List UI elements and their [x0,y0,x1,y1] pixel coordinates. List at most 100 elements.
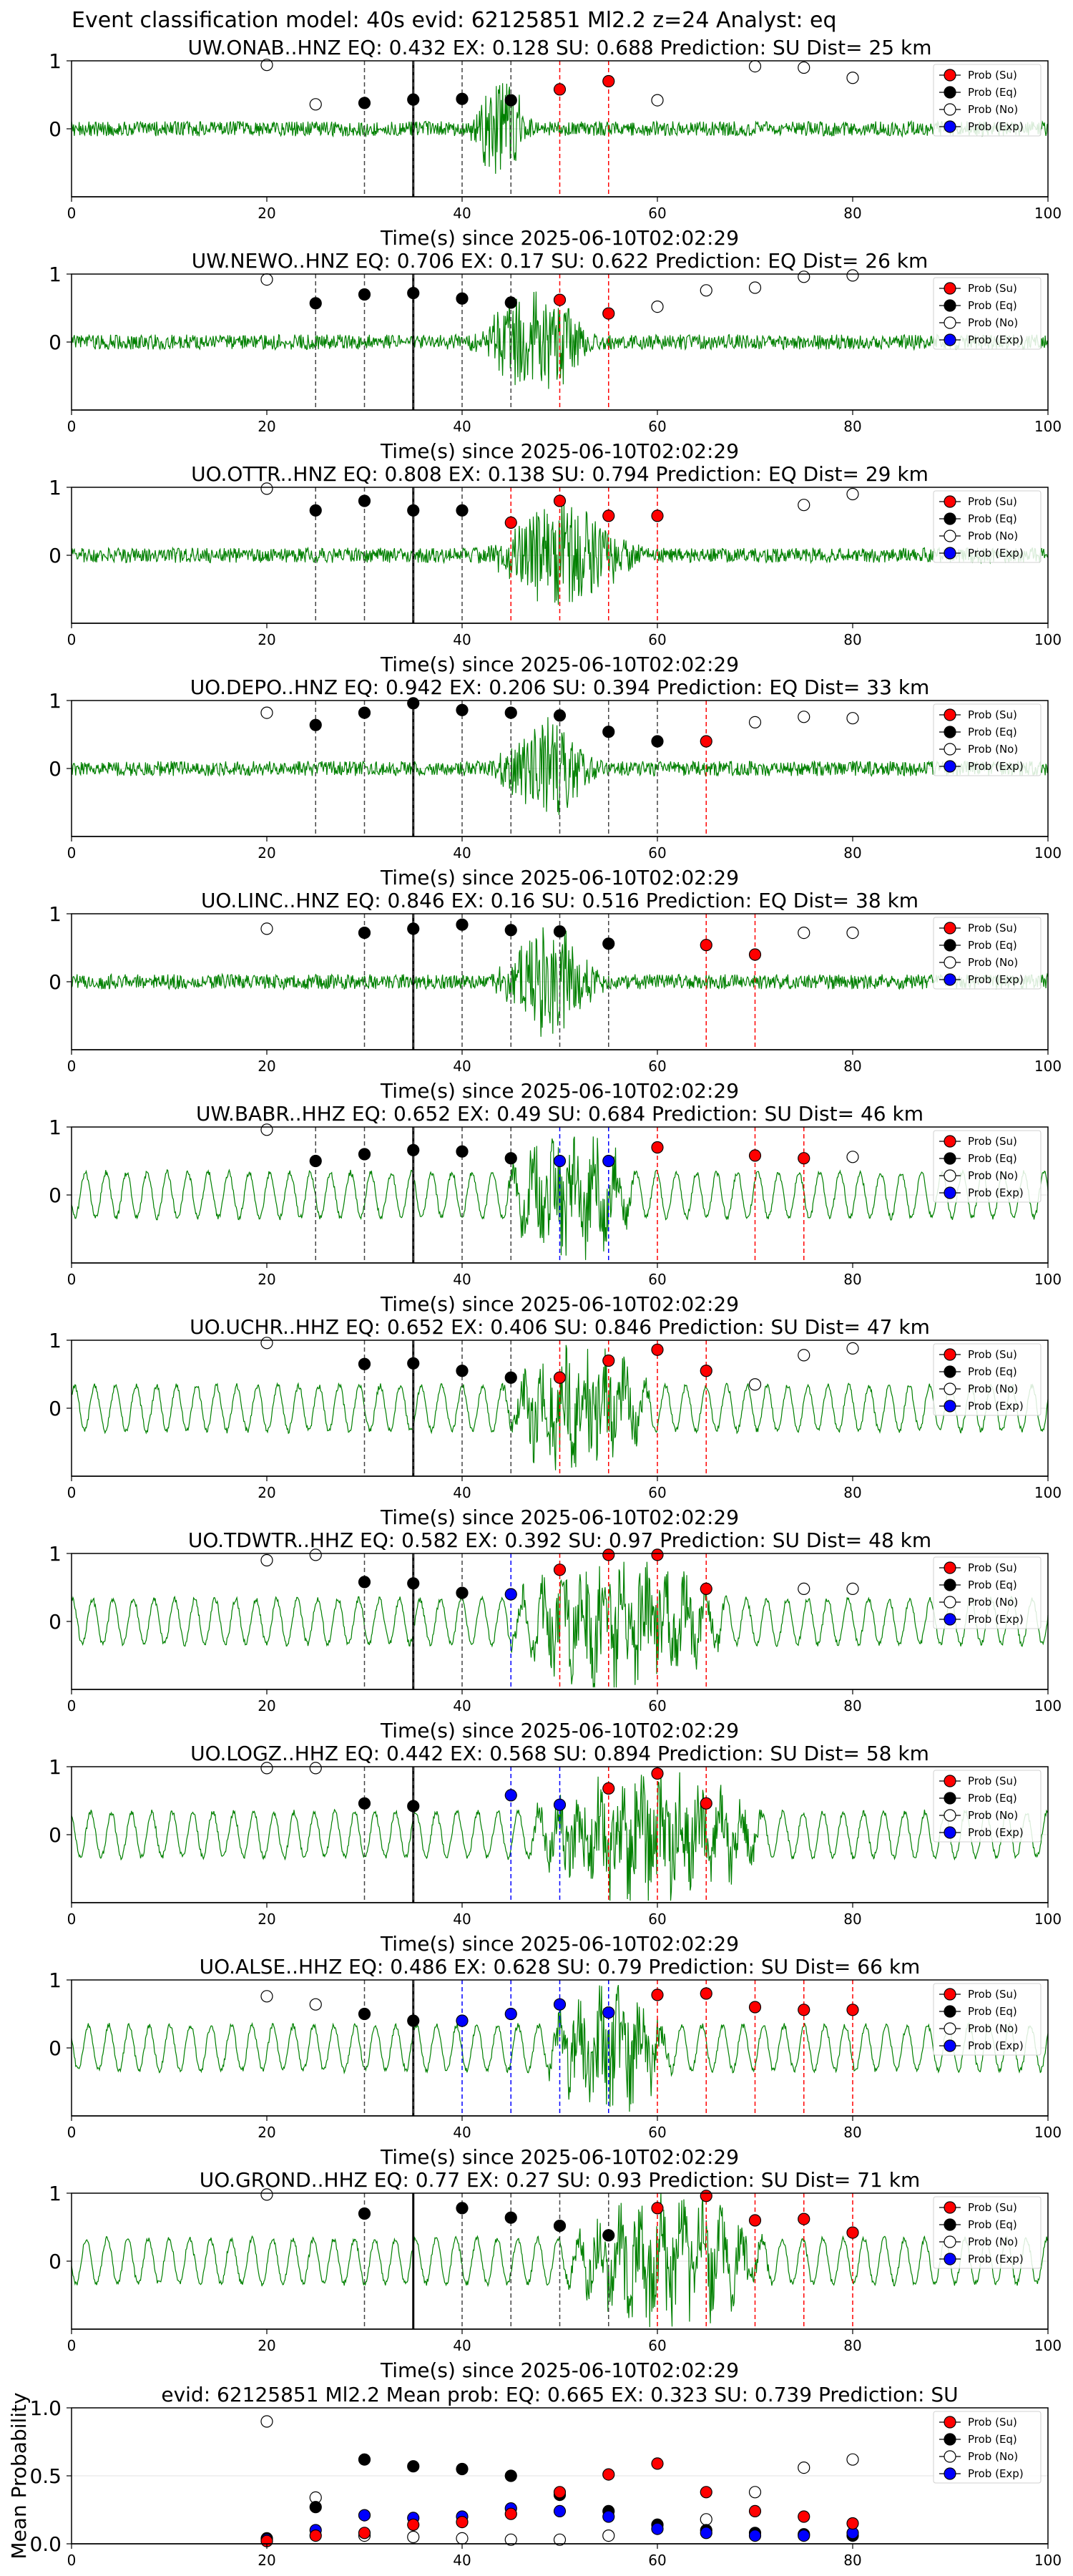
prob-marker-no [309,98,322,111]
prob-marker-su [553,1371,567,1384]
x-tick-label: 100 [1034,2337,1062,2354]
x-tick-label: 40 [453,1271,471,1288]
prob-marker-eq [456,2202,469,2215]
legend-label: Prob (Su) [968,1348,1017,1361]
prob-marker-eq [553,925,567,938]
x-tick-label: 40 [453,2552,471,2569]
legend-label: Prob (Exp) [968,2253,1024,2265]
x-tick-label: 40 [453,418,471,435]
legend-label: Prob (Exp) [968,1826,1024,1839]
x-tick-label: 20 [258,2337,275,2354]
prob-marker-su [700,1582,712,1595]
prob-marker-su [700,1987,712,2000]
mean-marker-no [553,2533,567,2546]
mean-marker-eq [456,2462,469,2476]
prob-marker-exp [553,1998,567,2011]
legend-label: Prob (No) [968,1809,1018,1822]
mean-marker-su [456,2516,469,2529]
mean-marker-su [309,2529,322,2542]
prob-marker-exp [504,1588,517,1601]
prob-marker-eq [456,1586,469,1599]
prob-marker-no [748,716,762,729]
prob-marker-eq [504,94,517,107]
prob-marker-eq [456,918,469,931]
legend-marker [944,2218,956,2231]
legend-marker [944,1792,956,1805]
legend-marker [944,1169,956,1182]
x-tick-label: 20 [258,1271,275,1288]
mean-marker-su [651,2457,664,2470]
mean-marker-su [358,2527,371,2540]
legend-marker [944,1775,956,1787]
legend-marker [944,547,956,560]
legend-label: Prob (Exp) [968,333,1024,346]
prob-marker-su [651,1141,664,1154]
legend-label: Prob (No) [968,1169,1018,1182]
y-tick-label: 0 [49,1610,62,1634]
y-tick-label: 1 [49,1968,62,1992]
legend-label: Prob (Exp) [968,973,1024,986]
prob-marker-su [504,516,517,530]
legend-frame [933,277,1042,350]
x-tick-label: 40 [453,2337,471,2354]
prob-marker-su [651,509,664,522]
legend-label: Prob (Su) [968,1988,1017,2001]
x-tick-label: 100 [1034,1484,1062,1501]
prob-marker-eq [358,1148,371,1161]
prob-marker-no [846,1582,859,1595]
legend-marker [944,512,956,525]
prob-marker-no [260,1123,273,1136]
prob-marker-su [651,1767,664,1780]
legend-marker [944,2039,956,2052]
prob-marker-su [651,1989,664,2001]
legend-marker [944,495,956,508]
legend-marker [944,1596,956,1609]
y-tick-label: 1 [49,2182,62,2205]
prob-marker-no [846,712,859,725]
legend-frame [933,1770,1042,1843]
x-axis-label: Time(s) since 2025-06-10T02:02:29 [380,2145,739,2169]
y-tick-label: 1 [49,1755,62,1779]
legend-label: Prob (No) [968,956,1018,969]
prob-marker-eq [456,292,469,305]
mean-marker-exp [358,2509,371,2522]
x-tick-label: 40 [453,2124,471,2141]
legend: Prob (Su) Prob (Eq) Prob (No) Prob (Exp) [933,2196,1042,2269]
panel-title: UO.TDWTR..HHZ EQ: 0.582 EX: 0.392 SU: 0.… [188,1528,931,1552]
x-tick-label: 20 [258,844,275,862]
prob-marker-exp [504,1789,517,1802]
y-tick-label: 0 [49,970,62,994]
prob-marker-eq [358,1797,371,1810]
prob-marker-eq [456,1145,469,1158]
x-tick-label: 60 [648,631,666,648]
legend-label: Prob (Su) [968,922,1017,935]
prob-marker-no [846,487,859,501]
prob-marker-su [602,1548,615,1561]
x-tick-label: 80 [843,631,861,648]
panel-title: UO.DEPO..HNZ EQ: 0.942 EX: 0.206 SU: 0.3… [190,675,930,699]
legend-marker [944,86,956,99]
x-tick-label: 60 [648,844,666,862]
prob-marker-eq [407,697,420,710]
mean-marker-su [553,2486,567,2499]
x-tick-label: 0 [67,205,77,222]
prob-marker-eq [407,93,420,106]
seismogram-trace [71,1770,1049,1901]
x-tick-label: 0 [67,2337,77,2354]
legend-label: Prob (Eq) [968,1365,1017,1378]
prob-marker-no [798,1349,810,1362]
prob-marker-eq [504,296,517,309]
prob-marker-su [700,2190,712,2202]
x-tick-label: 100 [1034,631,1062,648]
legend: Prob (Su) Prob (Eq) Prob (No) Prob (Exp) [933,64,1042,137]
prob-marker-no [846,72,859,84]
prob-marker-eq [504,706,517,719]
mean-marker-no [456,2532,469,2545]
panel-title: UW.ONAB..HNZ EQ: 0.432 EX: 0.128 SU: 0.6… [187,36,931,59]
legend-label: Prob (Exp) [968,1400,1024,1413]
x-tick-label: 40 [453,1058,471,1075]
prob-marker-no [260,706,273,719]
legend-marker [944,726,956,738]
prob-marker-eq [553,2220,567,2233]
x-tick-label: 40 [453,631,471,648]
